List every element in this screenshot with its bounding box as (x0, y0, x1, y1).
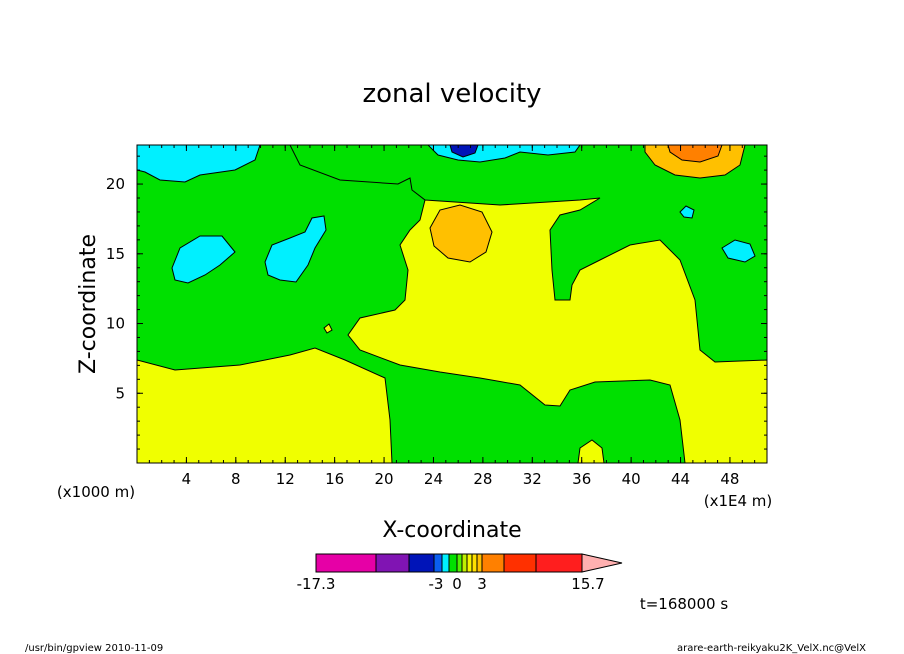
colorbar-segment (441, 553, 450, 573)
footer-right: arare-earth-reikyaku2K_VelX.nc@VelX (677, 643, 866, 654)
colorbar-segment (448, 553, 458, 573)
colorbar-segment (408, 553, 435, 573)
y-tick-label: 10 (106, 315, 125, 333)
x-tick-label: 8 (231, 470, 241, 488)
region-negative-right (721, 239, 756, 263)
colorbar-extension-arrow (581, 553, 623, 573)
colorbar-segment (503, 553, 537, 573)
x-tick-label: 24 (424, 470, 443, 488)
x-tick-label: 48 (720, 470, 739, 488)
x-tick-label: 28 (473, 470, 492, 488)
colorbar-segment (481, 553, 505, 573)
x-tick-label: 32 (523, 470, 542, 488)
region-positive-top-right-core (667, 145, 723, 163)
y-tick-label: 5 (115, 384, 125, 402)
region-negative-left (171, 235, 236, 284)
y-tick-label: 15 (106, 245, 125, 263)
x-axis: 4 8 12 16 20 24 28 32 36 40 44 48 (148, 145, 756, 488)
colorbar: -17.3 -3 0 3 15.7 (297, 553, 623, 593)
x-tick-label: 40 (622, 470, 641, 488)
colorbar-segment (456, 553, 463, 573)
colorbar-segment (466, 553, 473, 573)
colorbar-label: 0 (452, 575, 462, 593)
y-tick-label: 20 (106, 175, 125, 193)
region-negative-top-left (137, 145, 261, 183)
x-axis-label: X-coordinate (382, 518, 521, 543)
colorbar-segment (375, 553, 410, 573)
colorbar-label: 3 (477, 575, 487, 593)
region-positive-center-max (429, 204, 493, 263)
colorbar-label: 15.7 (571, 575, 604, 593)
colorbar-segment (315, 553, 377, 573)
y-axis-label: Z-coordinate (76, 234, 101, 374)
x-tick-label: 4 (182, 470, 192, 488)
colorbar-segment (535, 553, 583, 573)
footer-left: /usr/bin/gpview 2010-11-09 (25, 643, 163, 654)
chart-title: zonal velocity (362, 79, 541, 109)
y-axis-unit: (x1000 m) (57, 483, 135, 501)
region-positive-small (577, 439, 605, 463)
x-tick-label: 16 (325, 470, 344, 488)
x-tick-label: 20 (375, 470, 394, 488)
colorbar-segment (433, 553, 443, 573)
region-positive-dot (323, 323, 333, 334)
colorbar-segment (471, 553, 478, 573)
colorbar-segment (461, 553, 468, 573)
x-tick-label: 12 (276, 470, 295, 488)
contour-field (137, 145, 767, 463)
region-negative-mid-left (264, 215, 327, 283)
region-positive-main (137, 145, 767, 463)
x-axis-unit: (x1E4 m) (704, 492, 773, 510)
y-axis: 5 10 15 20 (106, 155, 767, 450)
colorbar-label: -17.3 (297, 575, 336, 593)
x-tick-label: 44 (671, 470, 690, 488)
time-annotation: t=168000 s (640, 595, 728, 613)
region-negative-tiny (679, 205, 695, 219)
colorbar-label: -3 (429, 575, 444, 593)
x-tick-label: 36 (572, 470, 591, 488)
plot-frame (136, 144, 768, 464)
colorbar-segment (476, 553, 483, 573)
